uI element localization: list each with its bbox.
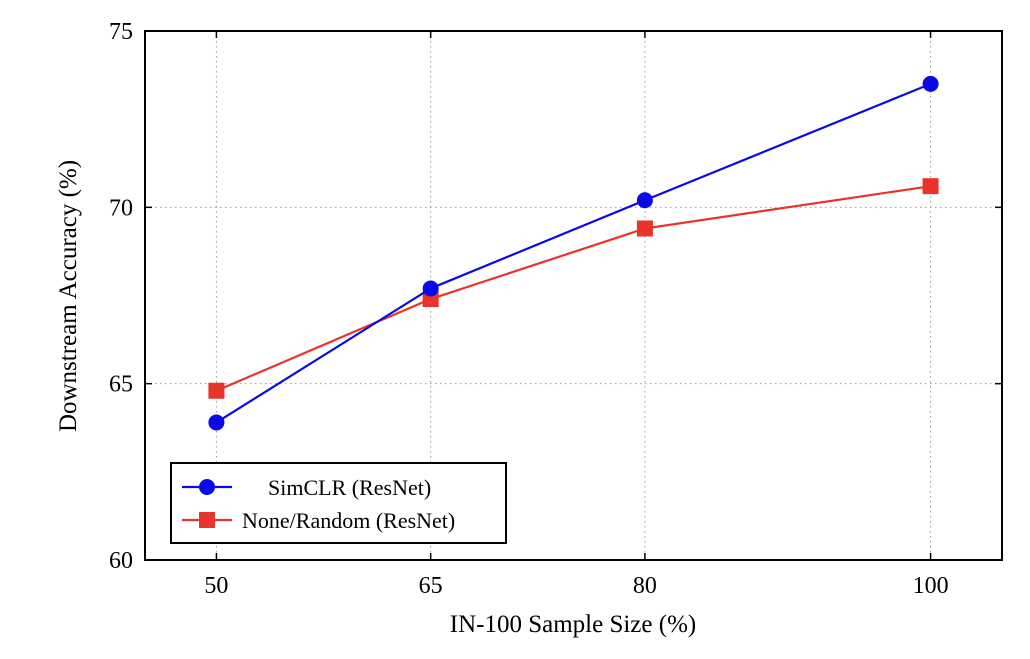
square-point — [208, 382, 225, 399]
x-tick-label: 50 — [204, 573, 228, 599]
y-axis-label: Downstream Accuracy (%) — [55, 160, 82, 432]
series-line — [215, 82, 931, 424]
plot-frame — [144, 30, 1003, 561]
legend-item: SimCLR (ResNet) — [182, 475, 431, 500]
circle-point — [636, 192, 653, 209]
series-1 — [208, 178, 939, 399]
legend-item: None/Random (ResNet) — [182, 508, 455, 533]
legend-box — [170, 462, 507, 544]
y-tick-label: 65 — [109, 372, 133, 398]
legend-marker — [199, 479, 215, 495]
series-layer — [208, 75, 939, 431]
circle-point — [922, 75, 939, 92]
square-point — [636, 220, 653, 237]
y-tick-label: 70 — [109, 195, 133, 221]
ticks-layer: 50 65 80 100 60 65 70 75 — [109, 19, 1002, 599]
legend-label: None/Random (ResNet) — [242, 508, 455, 533]
y-tick-label: 60 — [109, 548, 133, 574]
x-tick-label: 65 — [419, 573, 443, 599]
y-tick-label: 75 — [109, 19, 133, 45]
legend-items: SimCLR (ResNet) None/Random (ResNet) — [182, 475, 455, 533]
series-0 — [208, 75, 939, 431]
series-line — [215, 185, 931, 392]
x-tick-label: 100 — [913, 573, 949, 599]
square-point — [922, 178, 939, 195]
x-tick-label: 80 — [633, 573, 657, 599]
circle-point — [422, 280, 439, 297]
legend: SimCLR (ResNet) None/Random (ResNet) — [170, 462, 507, 544]
circle-point — [208, 414, 225, 431]
legend-marker — [199, 512, 215, 528]
x-axis-label: IN-100 Sample Size (%) — [450, 611, 696, 638]
legend-label: SimCLR (ResNet) — [268, 475, 431, 500]
